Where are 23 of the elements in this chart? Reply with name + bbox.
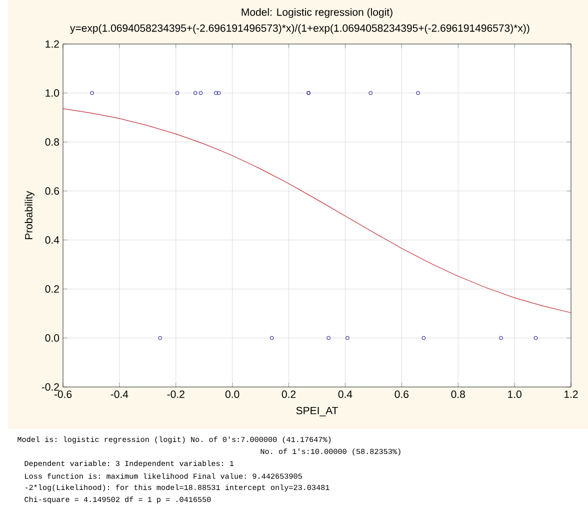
x-tick-label: -0.6 bbox=[54, 390, 72, 398]
y-axis-title: Probability bbox=[24, 191, 35, 240]
y-tick-label: -0.2 bbox=[42, 383, 59, 391]
y-tick-label: 0.2 bbox=[45, 285, 59, 293]
x-tick-label: -0.4 bbox=[110, 390, 128, 398]
y-tick-label: 0.0 bbox=[45, 334, 60, 342]
x-tick-label: 0.4 bbox=[338, 390, 352, 398]
x-tick-label: 1.0 bbox=[508, 390, 522, 398]
chart-title: Model: Logistic regression (logit) bbox=[242, 8, 392, 18]
x-axis-title: SPEI_AT bbox=[296, 406, 338, 416]
x-tick-label: 1.2 bbox=[564, 390, 578, 398]
y-tick-label: 0.6 bbox=[45, 187, 60, 195]
x-tick-label: -0.2 bbox=[167, 390, 184, 398]
y-tick-label: 1.2 bbox=[46, 40, 59, 48]
x-tick-label: 0.2 bbox=[282, 390, 296, 398]
x-tick-label: 0.8 bbox=[451, 390, 465, 398]
x-tick-label: 0.0 bbox=[225, 390, 240, 398]
chart-subtitle: y=exp(1.0694058234395+(-2.696191496573)*x)/(1+exp(1.0694058234395+(-2.696191496573)*x)) bbox=[70, 24, 530, 34]
x-tick-label: 0.6 bbox=[394, 390, 409, 398]
y-tick-label: 1.0 bbox=[46, 89, 60, 97]
y-tick-label: 0.8 bbox=[45, 138, 60, 146]
y-tick-label: 0.4 bbox=[45, 236, 60, 244]
line-series bbox=[63, 108, 572, 314]
